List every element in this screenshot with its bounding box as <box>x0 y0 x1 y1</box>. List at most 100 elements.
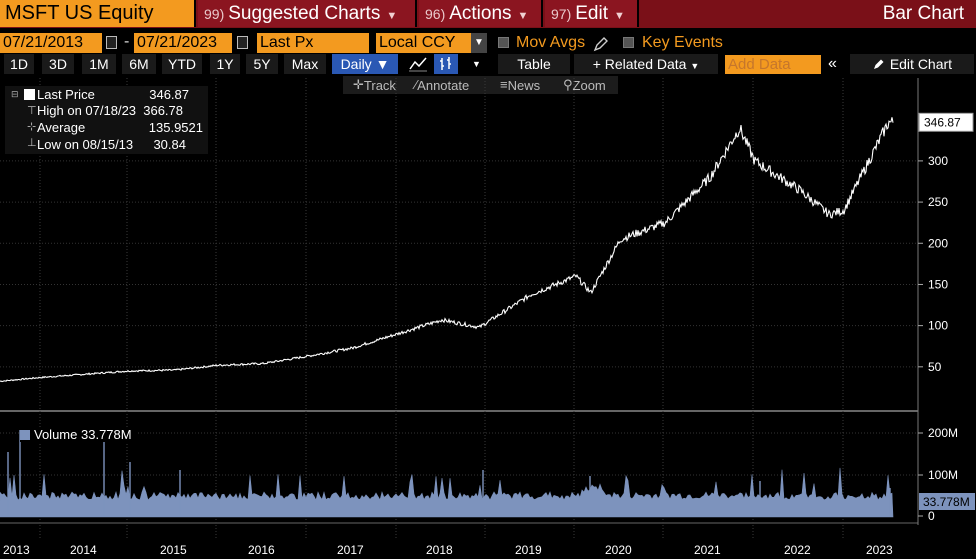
news-tool[interactable]: ≡ News <box>500 77 541 93</box>
volume-tick-label: 200M <box>928 426 958 440</box>
x-tick-label: 2022 <box>784 543 811 557</box>
caret-down-icon: ▼ <box>386 10 398 22</box>
volume-swatch <box>20 430 30 440</box>
mov-avgs-label[interactable]: Mov Avgs <box>516 34 586 51</box>
last-volume-tag <box>919 493 975 510</box>
caret-down-icon: ▼ <box>690 61 700 71</box>
x-tick-label: 2014 <box>70 543 97 557</box>
frequency-select[interactable]: Daily ▼ <box>332 54 398 74</box>
menu-number: 96) <box>425 6 446 22</box>
y-tick-label: 50 <box>928 360 942 374</box>
edit-chart-button[interactable]: Edit Chart <box>850 54 974 74</box>
x-tick-label: 2018 <box>426 543 453 557</box>
x-tick-label: 2013 <box>3 543 30 557</box>
menu-label: Suggested Charts <box>228 3 381 24</box>
key-events-checkbox[interactable] <box>623 37 634 48</box>
collapse-left-icon[interactable]: « <box>828 55 837 72</box>
news-label: News <box>507 78 541 93</box>
last-price-tag <box>918 112 974 132</box>
price-line <box>0 117 894 383</box>
legend-high-label: High on 07/18/23 <box>37 103 137 118</box>
y-tick-label: 250 <box>928 195 948 209</box>
volume-value: 33.778M <box>81 427 132 442</box>
y-tick-label: 200 <box>928 236 948 250</box>
period-max-button[interactable]: Max <box>284 54 326 74</box>
legend-average-value: 135.9521 <box>148 120 203 135</box>
period-1y-button[interactable]: 1Y <box>210 54 240 74</box>
period-1m-button[interactable]: 1M <box>82 54 116 74</box>
high-marker-icon: ⊤ <box>27 105 37 117</box>
y-tick-label: 100 <box>928 319 948 333</box>
zoom-tool[interactable]: ⚲ Zoom <box>563 77 606 93</box>
annotate-label: Annotate <box>417 78 470 93</box>
average-marker-icon: ⊹ <box>27 121 37 133</box>
volume-label: Volume <box>34 427 78 442</box>
x-tick-label: 2015 <box>160 543 187 557</box>
date-separator: - <box>124 33 130 50</box>
line-chart-icon[interactable] <box>406 54 430 74</box>
period-ytd-button[interactable]: YTD <box>162 54 202 74</box>
last-volume-label: 33.778M <box>923 495 970 509</box>
currency-select[interactable]: Local CCY <box>376 33 471 53</box>
suggested-charts-menu[interactable]: 99) Suggested Charts ▼ <box>198 0 417 27</box>
actions-menu[interactable]: 96) Actions ▼ <box>419 0 543 27</box>
low-marker-icon: ⊥ <box>27 137 37 149</box>
menu-label: Actions <box>449 3 512 24</box>
ticker-field[interactable]: MSFT US Equity <box>0 0 196 27</box>
legend-last-label: Last Price <box>37 87 95 102</box>
track-label: Track <box>363 78 396 93</box>
calendar-icon[interactable] <box>106 36 117 49</box>
related-data-button[interactable]: + Related Data ▼ <box>574 54 718 74</box>
chart-type-title: Bar Chart <box>882 3 964 24</box>
x-tick-label: 2017 <box>337 543 364 557</box>
chart-legend: ⊟ Last Price 346.87 ⊤ High on 07/18/23 3… <box>5 86 208 154</box>
period-5y-button[interactable]: 5Y <box>246 54 278 74</box>
mov-avgs-checkbox[interactable] <box>498 37 509 48</box>
menu-number: 99) <box>204 6 225 22</box>
end-date-field[interactable]: 07/21/2023 <box>134 33 232 53</box>
related-data-label: + Related Data <box>592 56 687 72</box>
key-events-label[interactable]: Key Events <box>642 34 723 51</box>
menu-label: Edit <box>575 3 608 24</box>
y-tick-label: 150 <box>928 277 948 291</box>
legend-low-label: Low on 08/15/13 <box>37 137 134 152</box>
volume-area <box>0 467 894 518</box>
period-6m-button[interactable]: 6M <box>122 54 156 74</box>
price-field-select[interactable]: Last Px <box>257 33 369 53</box>
calendar-icon[interactable] <box>237 36 248 49</box>
start-date-field[interactable]: 07/21/2013 <box>0 33 102 53</box>
add-data-input[interactable]: Add Data <box>725 55 821 74</box>
collapse-icon[interactable]: ⊟ <box>11 89 19 99</box>
annotate-tool[interactable]: ⁄ Annotate <box>415 77 470 93</box>
pencil-icon[interactable] <box>593 36 609 52</box>
table-button[interactable]: Table <box>498 54 570 74</box>
frequency-label: Daily <box>340 56 372 72</box>
x-tick-label: 2023 <box>866 543 893 557</box>
legend-high-value: 366.78 <box>143 103 183 118</box>
edit-chart-label: Edit Chart <box>889 56 953 72</box>
legend-average-label: Average <box>37 120 86 135</box>
x-tick-label: 2016 <box>248 543 275 557</box>
caret-down-icon: ▼ <box>375 56 390 72</box>
y-tick-label: 300 <box>928 154 948 168</box>
zoom-label: Zoom <box>572 78 606 93</box>
chevron-down-icon[interactable]: ▼ <box>471 33 487 53</box>
caret-down-icon[interactable]: ▼ <box>472 59 481 69</box>
period-1d-button[interactable]: 1D <box>4 54 34 74</box>
legend-swatch <box>24 89 35 100</box>
menu-number: 97) <box>551 6 572 22</box>
x-tick-label: 2020 <box>605 543 632 557</box>
bar-chart-icon[interactable] <box>434 54 458 74</box>
last-price-label: 346.87 <box>924 115 961 129</box>
caret-down-icon: ▼ <box>613 10 625 22</box>
track-tool[interactable]: ✛ Track <box>353 77 396 93</box>
caret-down-icon: ▼ <box>517 10 529 22</box>
x-tick-label: 2019 <box>515 543 542 557</box>
period-3d-button[interactable]: 3D <box>42 54 74 74</box>
chart-tools-bar: ✛ Track ⁄ Annotate ≡ News ⚲ Zoom <box>343 76 618 94</box>
edit-menu[interactable]: 97) Edit ▼ <box>545 0 639 27</box>
period-toolbar: 1D 3D 1M 6M YTD 1Y 5Y Max Daily ▼ ▼ Tabl… <box>0 54 976 74</box>
x-tick-label: 2021 <box>694 543 721 557</box>
pencil-icon <box>873 59 884 69</box>
